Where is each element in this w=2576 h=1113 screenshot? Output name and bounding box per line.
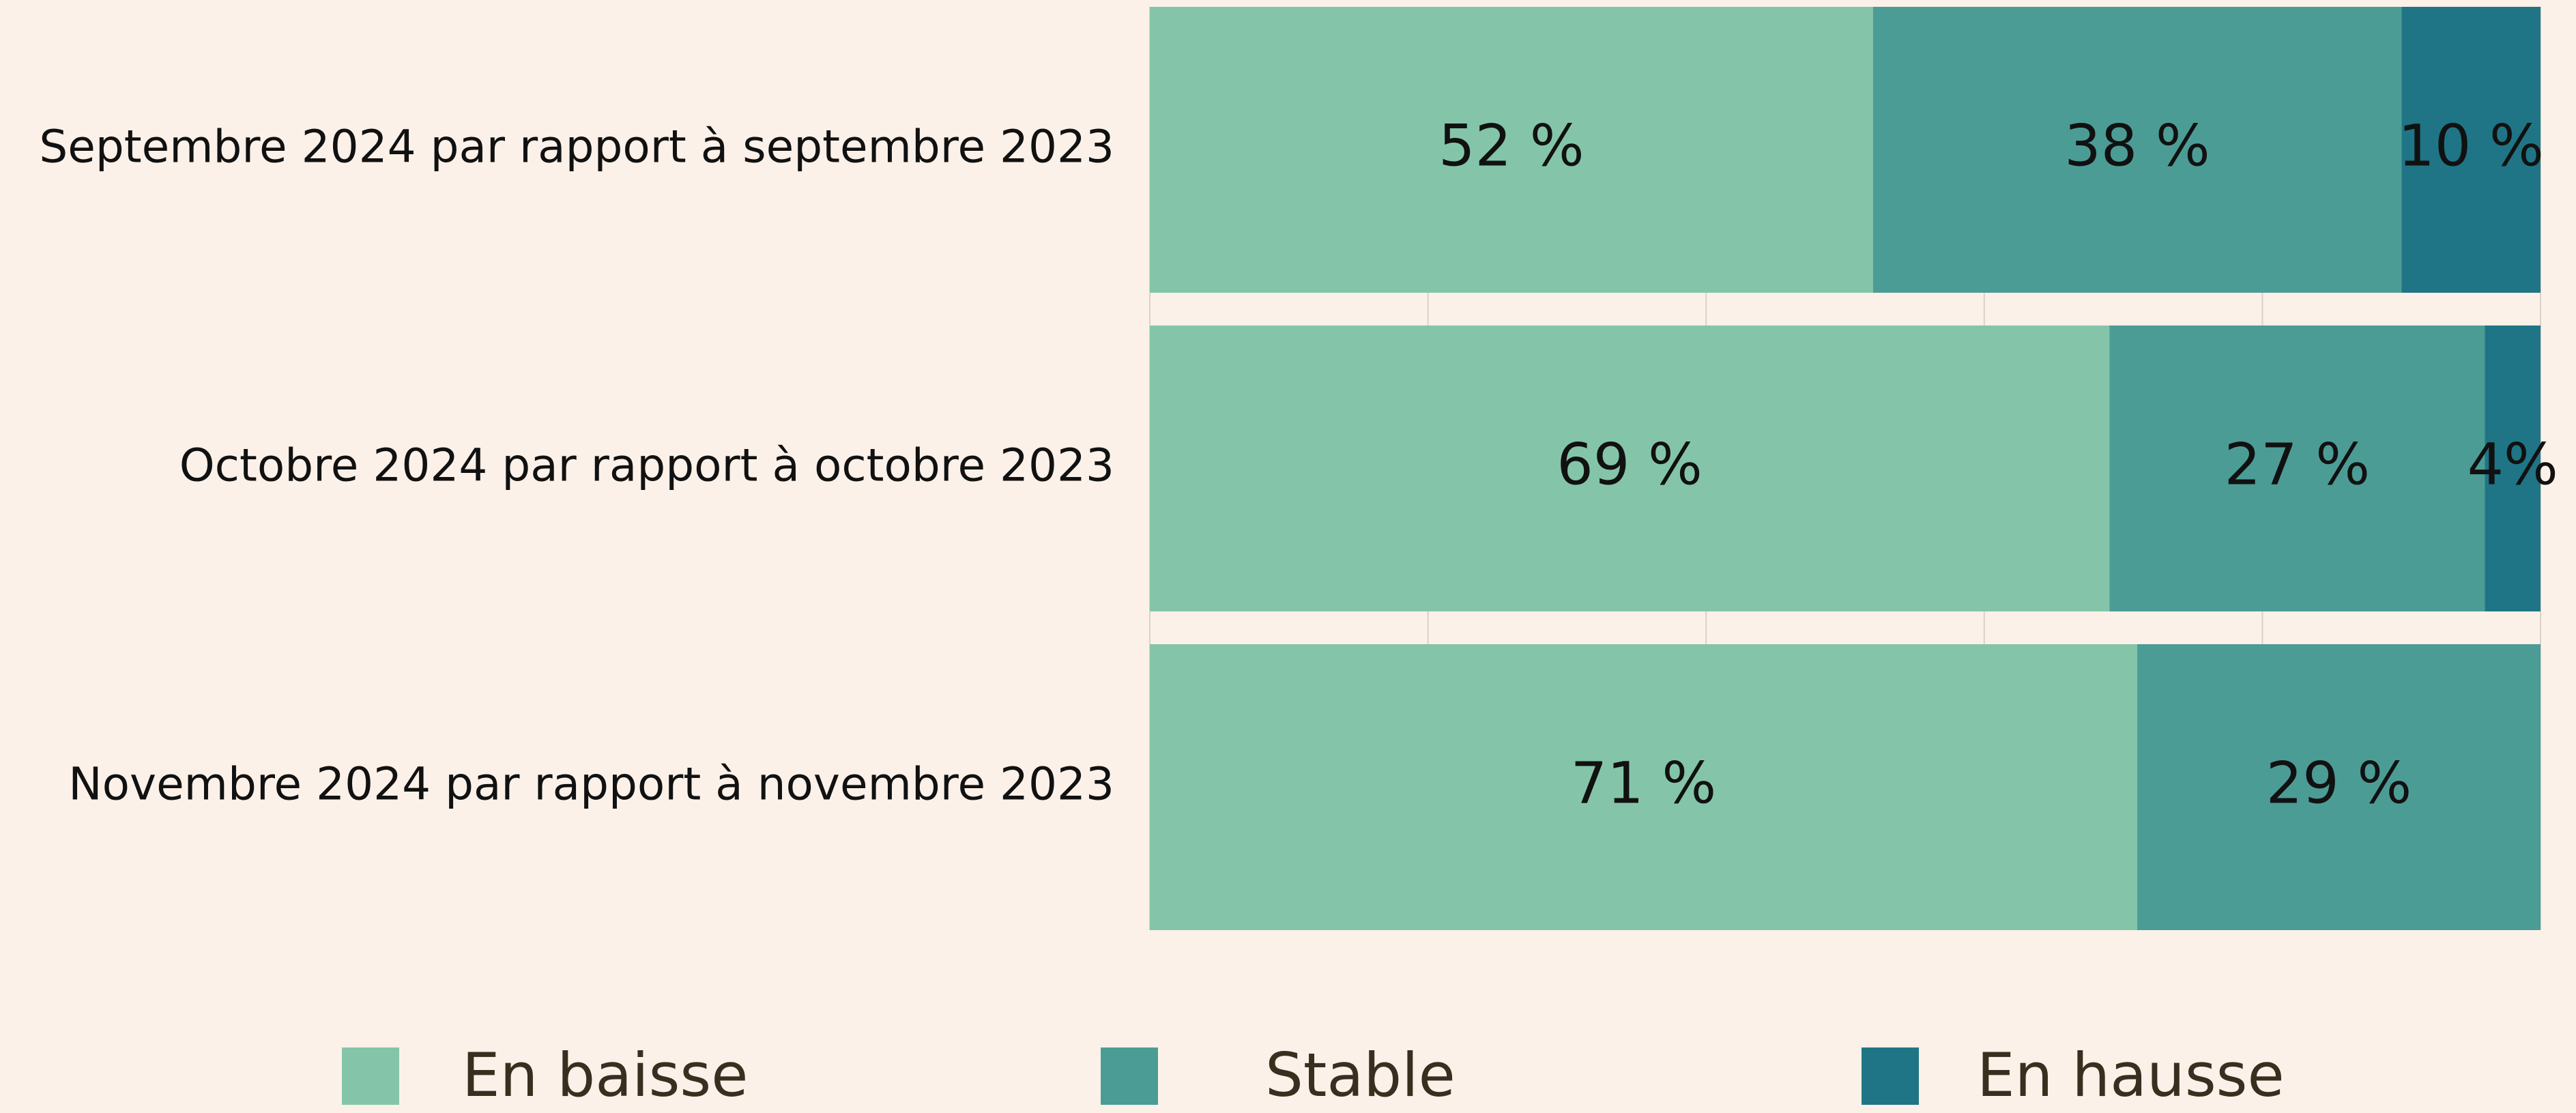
value-label: 4% xyxy=(2468,431,2558,497)
legend-swatch xyxy=(1862,1047,1919,1105)
bar-segment xyxy=(2485,326,2541,611)
value-label: 71 % xyxy=(1571,749,1716,816)
bar-segment xyxy=(1872,7,2402,293)
bar-segment xyxy=(1150,644,2137,930)
bar-segment xyxy=(1150,326,2110,611)
legend-label: En baisse xyxy=(462,1040,748,1110)
value-label: 10 % xyxy=(2398,112,2543,179)
legend-swatch xyxy=(1101,1047,1158,1105)
legend-swatch xyxy=(342,1047,399,1105)
bar-segment xyxy=(2401,7,2541,293)
y-tick-label: Octobre 2024 par rapport à octobre 2023 xyxy=(179,439,1114,492)
legend-label: Stable xyxy=(1265,1040,1456,1110)
legend-label: En hausse xyxy=(1977,1040,2285,1110)
bar-segment xyxy=(1150,7,1873,293)
bar-segment xyxy=(2109,326,2485,611)
value-label: 27 % xyxy=(2225,431,2370,497)
value-label: 38 % xyxy=(2064,112,2210,179)
y-tick-label: Septembre 2024 par rapport à septembre 2… xyxy=(39,121,1114,173)
bar-segment xyxy=(2137,644,2541,930)
value-label: 52 % xyxy=(1438,112,1584,179)
y-tick-label: Novembre 2024 par rapport à novembre 202… xyxy=(68,758,1114,811)
value-label: 29 % xyxy=(2266,749,2412,816)
value-label: 69 % xyxy=(1557,431,1702,497)
